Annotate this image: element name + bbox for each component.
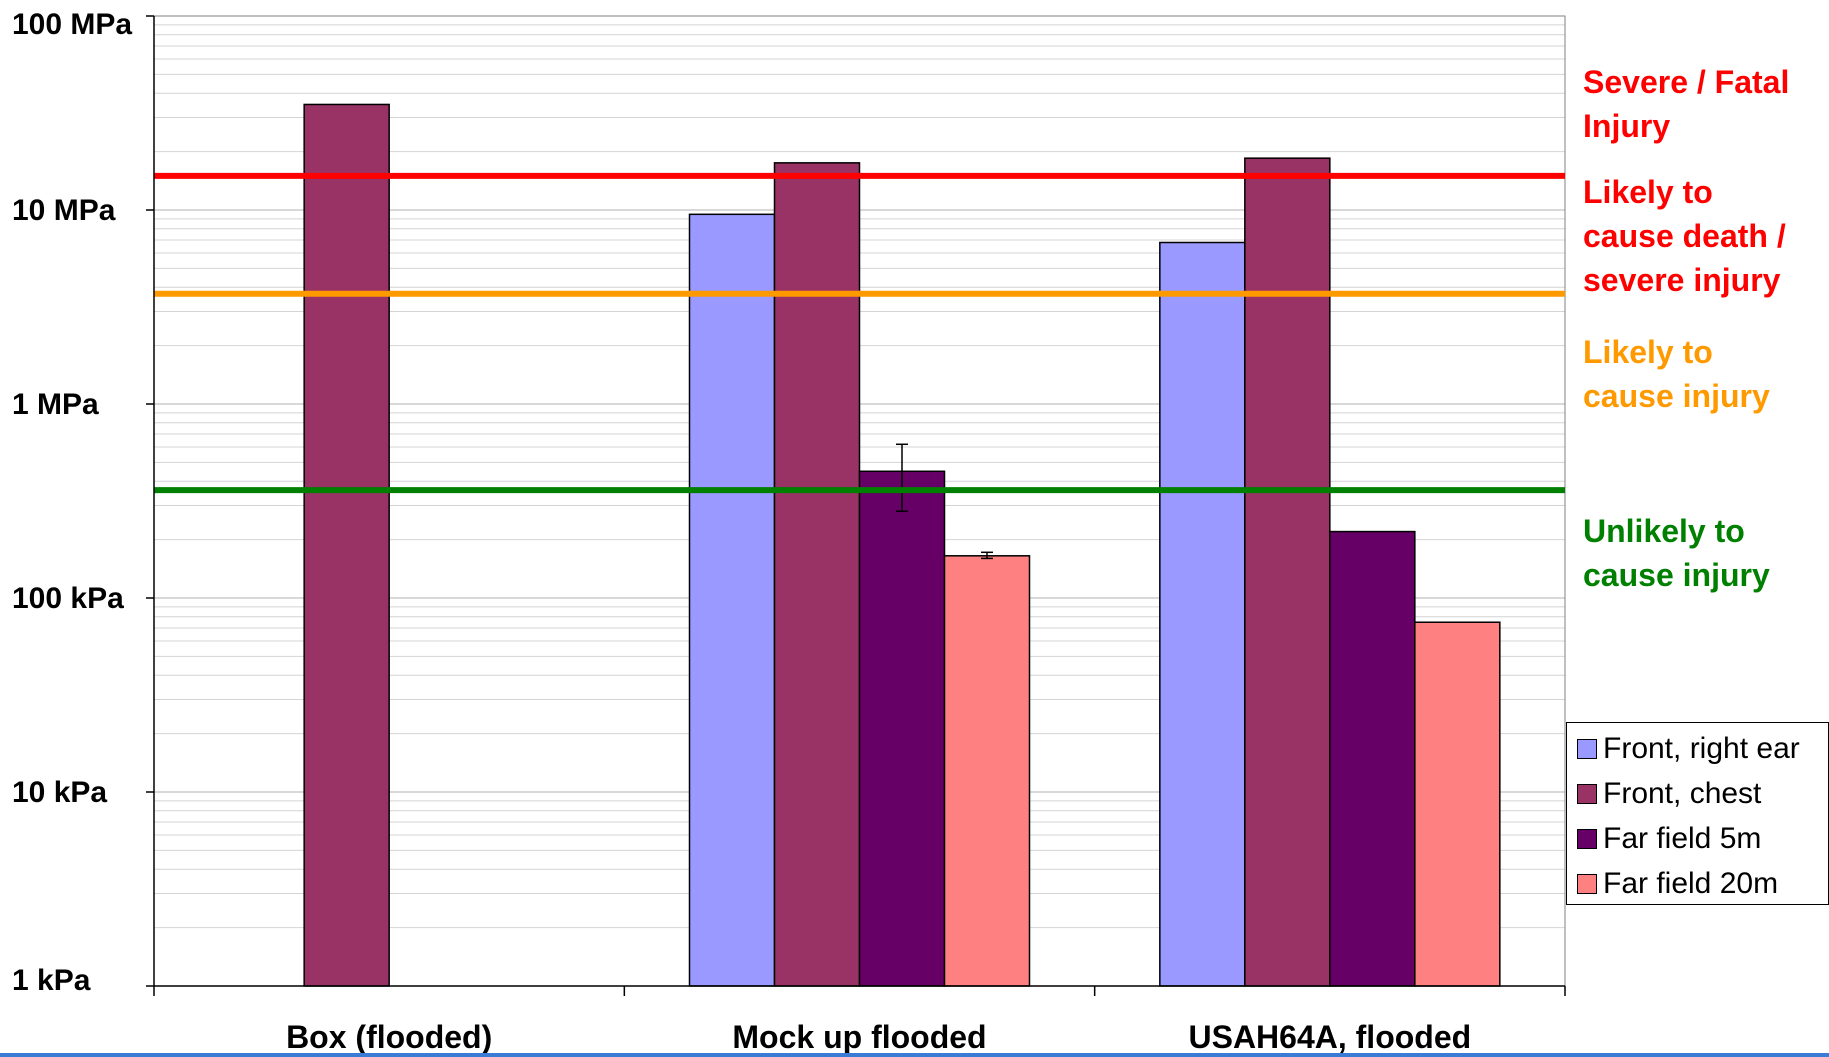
y-tick-label: 1 MPa (12, 388, 99, 421)
legend-item: Front, right ear (1577, 729, 1800, 769)
y-tick-label: 1 kPa (12, 964, 91, 997)
legend-swatch (1577, 829, 1597, 849)
threshold-label-line: Severe / Fatal (1583, 64, 1790, 100)
legend: Front, right ear Front, chest Far field … (1566, 722, 1829, 905)
category-labels: Box (flooded) Mock up flooded USAH64A, flo… (286, 1019, 1471, 1055)
x-category-label: Box (flooded) (286, 1019, 492, 1055)
threshold-label-line: cause death / (1583, 218, 1786, 254)
threshold-label-unlikely: Unlikely to cause injury (1583, 509, 1770, 597)
legend-label: Far field 20m (1603, 867, 1779, 900)
legend-item: Far field 5m (1577, 819, 1761, 859)
threshold-label-injury: Likely to cause injury (1583, 330, 1770, 418)
legend-swatch (1577, 739, 1597, 759)
bar (1244, 157, 1331, 987)
threshold-label-line: cause injury (1583, 378, 1770, 414)
x-category-label: USAH64A, flooded (1188, 1019, 1471, 1055)
legend-item: Front, chest (1577, 774, 1761, 814)
threshold-label-line: cause injury (1583, 557, 1770, 593)
threshold-label-severe: Severe / Fatal Injury (1583, 60, 1789, 148)
y-tick-labels: 1 kPa 10 kPa 100 kPa 1 MPa 10 MPa 100 MPa (12, 8, 132, 997)
legend-item: Far field 20m (1577, 864, 1778, 904)
y-tick-label: 10 MPa (12, 194, 116, 227)
legend-label: Front, right ear (1603, 732, 1800, 765)
threshold-label-line: severe injury (1583, 262, 1781, 298)
threshold-lines (154, 172, 1565, 494)
y-tick-label: 100 MPa (12, 8, 132, 41)
bar (773, 162, 861, 987)
bars (303, 103, 1501, 987)
legend-swatch (1577, 784, 1597, 804)
threshold-label-line: Likely to (1583, 334, 1713, 370)
y-tick-label: 100 kPa (12, 582, 124, 615)
legend-label: Front, chest (1603, 777, 1762, 810)
bar (688, 213, 776, 987)
legend-swatch (1577, 874, 1597, 894)
threshold-label-line: Likely to (1583, 174, 1713, 210)
y-tick-label: 10 kPa (12, 776, 107, 809)
bar (1414, 621, 1501, 987)
bar (1159, 241, 1246, 987)
bottom-rule (0, 1053, 1829, 1057)
x-category-label: Mock up flooded (732, 1019, 986, 1055)
threshold-label-line: Injury (1583, 108, 1671, 144)
legend-label: Far field 5m (1603, 822, 1762, 855)
threshold-label-death: Likely to cause death / severe injury (1583, 170, 1786, 302)
bar (303, 103, 390, 987)
threshold-label-line: Unlikely to (1583, 513, 1745, 549)
axes (146, 15, 1566, 996)
bar (858, 470, 946, 987)
bar (1329, 530, 1416, 987)
bar (943, 555, 1031, 987)
